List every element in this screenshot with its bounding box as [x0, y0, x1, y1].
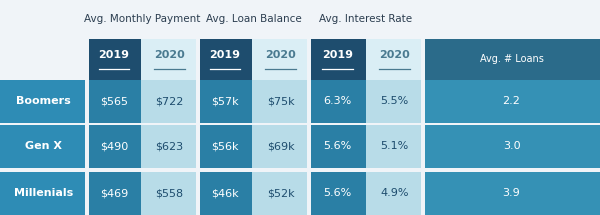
Text: $52k: $52k: [266, 189, 295, 198]
Text: 3.9: 3.9: [503, 189, 520, 198]
Bar: [87, 80, 141, 123]
Bar: [366, 125, 423, 168]
Text: $565: $565: [100, 96, 128, 106]
Bar: [87, 172, 141, 215]
Text: Gen X: Gen X: [25, 141, 62, 151]
Text: 2020: 2020: [154, 50, 185, 60]
Bar: [196, 39, 200, 215]
Text: 5.6%: 5.6%: [323, 189, 352, 198]
Bar: [309, 125, 366, 168]
Text: Avg. Interest Rate: Avg. Interest Rate: [319, 14, 413, 24]
Text: $75k: $75k: [266, 96, 295, 106]
Text: $69k: $69k: [266, 141, 295, 151]
Text: 6.3%: 6.3%: [323, 96, 352, 106]
Text: 4.9%: 4.9%: [380, 189, 409, 198]
Text: $623: $623: [155, 141, 184, 151]
Text: 5.1%: 5.1%: [380, 141, 409, 151]
Bar: [423, 39, 600, 80]
Bar: [366, 80, 423, 123]
Bar: [366, 172, 423, 215]
Bar: [198, 125, 252, 168]
Text: Avg. # Loans: Avg. # Loans: [479, 54, 544, 64]
Bar: [198, 172, 252, 215]
Bar: [198, 39, 252, 80]
Bar: [85, 39, 89, 215]
Bar: [87, 125, 141, 168]
Text: $46k: $46k: [211, 189, 239, 198]
Bar: [309, 80, 366, 123]
Bar: [0, 172, 87, 215]
Text: 2.2: 2.2: [503, 96, 520, 106]
Bar: [198, 80, 252, 123]
Bar: [366, 39, 423, 80]
Text: 5.6%: 5.6%: [323, 141, 352, 151]
Text: $490: $490: [100, 141, 128, 151]
Bar: [309, 172, 366, 215]
Bar: [309, 39, 366, 80]
Text: $722: $722: [155, 96, 184, 106]
Text: 2019: 2019: [209, 50, 241, 60]
Text: 2020: 2020: [379, 50, 410, 60]
Text: $57k: $57k: [211, 96, 239, 106]
Bar: [252, 39, 309, 80]
Text: 2019: 2019: [322, 50, 353, 60]
Text: 3.0: 3.0: [503, 141, 520, 151]
Text: 2020: 2020: [265, 50, 296, 60]
Bar: [252, 172, 309, 215]
Text: 2019: 2019: [98, 50, 130, 60]
Text: 5.5%: 5.5%: [380, 96, 409, 106]
Text: Boomers: Boomers: [16, 96, 71, 106]
Text: $469: $469: [100, 189, 128, 198]
Text: Millenials: Millenials: [14, 189, 73, 198]
Bar: [0, 39, 87, 80]
Bar: [252, 125, 309, 168]
Bar: [0, 80, 87, 123]
Bar: [423, 125, 600, 168]
Bar: [87, 39, 141, 80]
Bar: [141, 80, 198, 123]
Bar: [141, 39, 198, 80]
Bar: [141, 125, 198, 168]
Bar: [141, 172, 198, 215]
Bar: [421, 39, 425, 215]
Bar: [252, 80, 309, 123]
Bar: [423, 172, 600, 215]
Bar: [0, 125, 87, 168]
Text: Avg. Loan Balance: Avg. Loan Balance: [206, 14, 301, 24]
Bar: [307, 39, 311, 215]
Text: $558: $558: [155, 189, 184, 198]
Bar: [423, 80, 600, 123]
Text: Avg. Monthly Payment: Avg. Monthly Payment: [85, 14, 200, 24]
Text: $56k: $56k: [211, 141, 239, 151]
